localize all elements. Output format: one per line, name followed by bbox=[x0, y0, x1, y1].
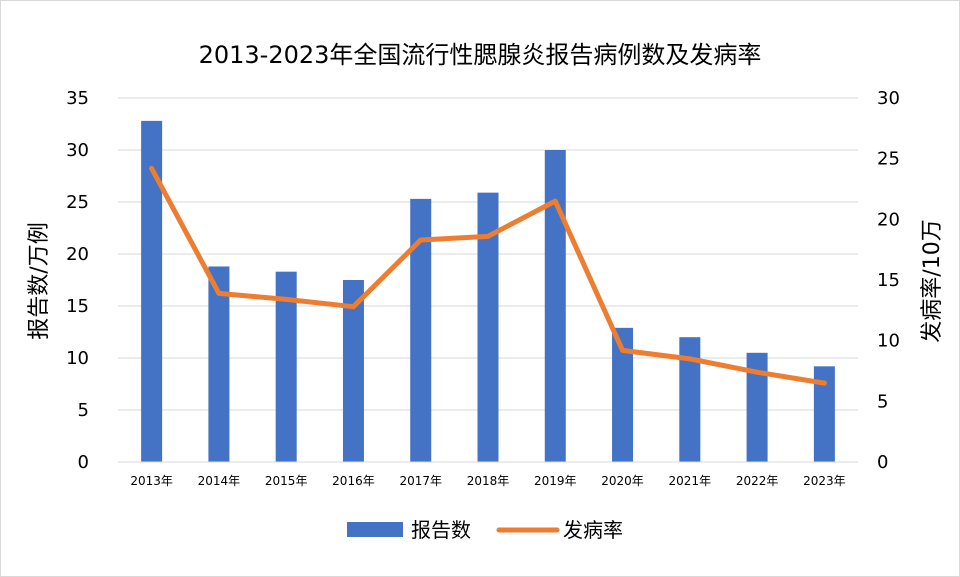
x-tick-label: 2013年 bbox=[130, 474, 173, 488]
y-right-tick-label: 20 bbox=[877, 209, 900, 230]
bar bbox=[746, 352, 768, 462]
legend-bar-label: 报告数 bbox=[411, 518, 471, 542]
chart-title: 2013-2023年全国流行性腮腺炎报告病例数及发病率 bbox=[199, 41, 762, 69]
y-left-tick-label: 5 bbox=[78, 400, 89, 421]
y-left-tick-label: 35 bbox=[66, 88, 89, 109]
bar bbox=[208, 266, 230, 462]
x-tick-label: 2016年 bbox=[332, 474, 375, 488]
y-left-tick-label: 10 bbox=[66, 348, 89, 369]
bar-series bbox=[141, 120, 835, 462]
rate-point bbox=[350, 304, 356, 310]
y-left-tick-label: 25 bbox=[66, 192, 89, 213]
legend-line-label: 发病率 bbox=[563, 518, 623, 542]
x-tick-label: 2014年 bbox=[198, 474, 241, 488]
y-right-tick-label: 30 bbox=[877, 88, 900, 109]
x-tick-label: 2015年 bbox=[265, 474, 308, 488]
x-tick-label: 2019年 bbox=[534, 474, 577, 488]
x-tick-label: 2021年 bbox=[669, 474, 712, 488]
rate-point bbox=[216, 290, 222, 296]
y-right-tick-label: 15 bbox=[877, 270, 900, 291]
rate-point bbox=[283, 296, 289, 302]
bar bbox=[612, 327, 634, 462]
bar bbox=[342, 280, 364, 462]
legend-bar-swatch bbox=[347, 522, 403, 537]
y-right-tick-label: 25 bbox=[877, 149, 900, 170]
rate-point bbox=[149, 165, 155, 171]
legend: 报告数 发病率 bbox=[347, 518, 623, 542]
y-left-tick-label: 0 bbox=[78, 452, 89, 473]
bar bbox=[141, 120, 163, 462]
x-tick-label: 2020年 bbox=[601, 474, 644, 488]
x-tick-label: 2022年 bbox=[736, 474, 779, 488]
x-tick-label: 2018年 bbox=[467, 474, 510, 488]
y-left-tick-label: 15 bbox=[66, 296, 89, 317]
rate-point bbox=[754, 369, 760, 375]
bar bbox=[477, 192, 499, 462]
bar bbox=[813, 366, 835, 462]
bar bbox=[275, 271, 297, 462]
y-right-tick-label: 5 bbox=[877, 391, 888, 412]
rate-point bbox=[418, 237, 424, 243]
x-tick-label: 2017年 bbox=[399, 474, 442, 488]
y-right-tick-label: 0 bbox=[877, 452, 888, 473]
bar bbox=[410, 198, 432, 462]
axes: 0 5 10 15 20 25 30 35 0 5 10 15 20 25 30 2013年 2014年 2015… bbox=[66, 88, 900, 488]
line-series bbox=[149, 165, 827, 386]
rate-point bbox=[821, 380, 827, 386]
y-left-tick-label: 30 bbox=[66, 140, 89, 161]
x-tick-label: 2023年 bbox=[803, 474, 846, 488]
rate-point bbox=[620, 347, 626, 353]
bar bbox=[544, 150, 566, 462]
y-right-tick-label: 10 bbox=[877, 331, 900, 352]
y-left-tick-label: 20 bbox=[66, 244, 89, 265]
y-axis-right-title: 发病率/10万 bbox=[920, 219, 945, 342]
rate-point bbox=[485, 233, 491, 239]
rate-point bbox=[552, 198, 558, 204]
y-axis-left-title: 报告数/万例 bbox=[27, 222, 52, 339]
bar bbox=[679, 337, 701, 462]
rate-point bbox=[687, 356, 693, 362]
